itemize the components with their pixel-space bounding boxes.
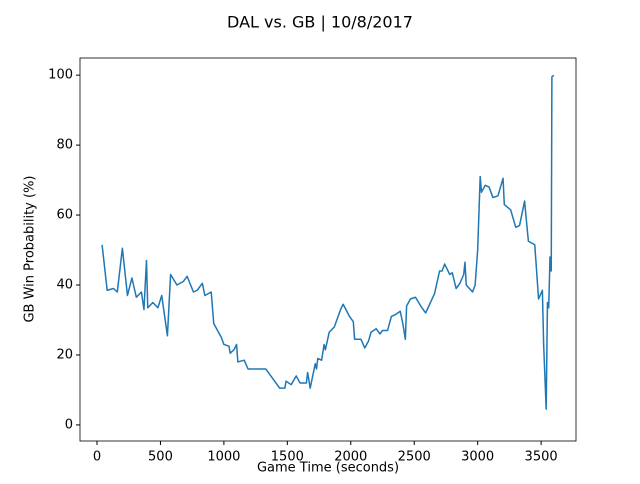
y-tick-label: 20 <box>56 347 73 362</box>
y-tick-label: 0 <box>65 417 73 432</box>
x-tick-label: 500 <box>148 450 173 465</box>
x-axis-label: Game Time (seconds) <box>257 461 399 476</box>
plot-frame <box>79 57 577 442</box>
y-axis-label: GB Win Probability (%) <box>23 175 38 322</box>
line-series <box>101 74 555 410</box>
x-tick-label: 1500 <box>271 450 304 465</box>
y-tick-label: 100 <box>48 68 73 83</box>
x-tick-label: 0 <box>93 450 101 465</box>
x-tick-label: 2500 <box>398 450 431 465</box>
x-tick-label: 1000 <box>207 450 240 465</box>
x-tick-label: 3500 <box>525 450 558 465</box>
y-tick-label: 60 <box>56 208 73 223</box>
y-tick-label: 80 <box>56 138 73 153</box>
chart-title: DAL vs. GB | 10/8/2017 <box>227 13 413 32</box>
y-tick-label: 40 <box>56 278 73 293</box>
x-tick-label: 3000 <box>461 450 494 465</box>
x-tick-label: 2000 <box>334 450 367 465</box>
